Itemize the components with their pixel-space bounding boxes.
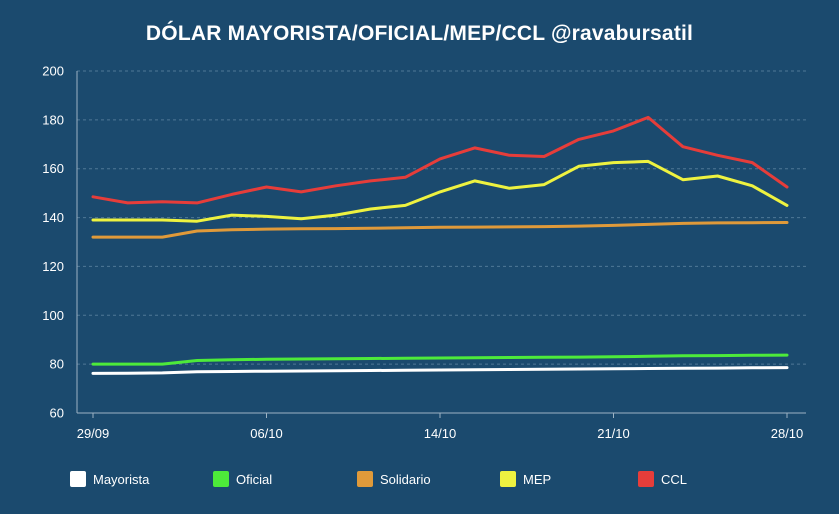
legend-swatch-ccl [638, 471, 654, 487]
y-tick-label-80: 80 [50, 357, 64, 372]
legend-item-ccl: CCL [638, 471, 687, 487]
y-tick-label-160: 160 [42, 161, 64, 176]
y-tick-label-180: 180 [42, 112, 64, 127]
legend-swatch-oficial [213, 471, 229, 487]
y-tick-label-100: 100 [42, 308, 64, 323]
legend-label-mep: MEP [523, 471, 552, 487]
legend-label-mayorista: Mayorista [93, 471, 150, 487]
legend-swatch-mep [500, 471, 516, 487]
x-tick-label-21-10: 21/10 [597, 426, 630, 441]
series-line-ccl [91, 115, 789, 205]
y-tick-label-140: 140 [42, 210, 64, 225]
legend-swatch-mayorista [70, 471, 86, 487]
legend-item-mep: MEP [500, 471, 551, 487]
legend-label-oficial: Oficial [236, 471, 273, 487]
y-tick-label-60: 60 [50, 406, 64, 421]
y-tick-label-120: 120 [42, 259, 64, 274]
legend-item-mayorista: Mayorista [70, 471, 149, 487]
legend-label-ccl: CCL [661, 471, 688, 487]
series-line-solidario [91, 221, 789, 239]
x-tick-label-14-10: 14/10 [424, 426, 457, 441]
legend-label-solidario: Solidario [380, 471, 431, 487]
series-line-mep [91, 159, 789, 223]
series-line-mayorista [91, 366, 789, 375]
x-tick-label-28-10: 28/10 [771, 426, 804, 441]
series-line-oficial [91, 353, 789, 366]
legend-item-oficial: Oficial [213, 471, 272, 487]
legend-item-solidario: Solidario [357, 471, 431, 487]
chart-title: DÓLAR MAYORISTA/OFICIAL/MEP/CCL @ravabur… [145, 22, 694, 45]
x-tick-label-29-09: 29/09 [77, 426, 110, 441]
x-tick-label-06-10: 06/10 [250, 426, 283, 441]
y-tick-label-200: 200 [42, 64, 64, 79]
legend-swatch-solidario [357, 471, 373, 487]
legend: Mayorista Oficial Solidario MEP CCL [70, 471, 830, 493]
